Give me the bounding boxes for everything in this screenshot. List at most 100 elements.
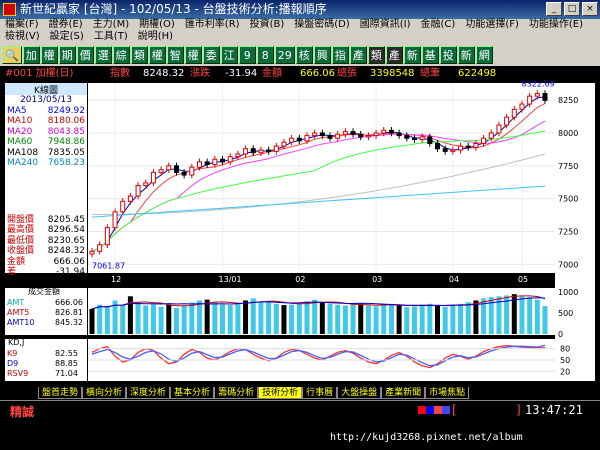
minimize-button[interactable]: _	[546, 2, 562, 16]
toolbar-button[interactable]: 產	[349, 46, 367, 64]
menu-item[interactable]: 證券(E)	[48, 19, 83, 30]
ma-value: 7658.23	[47, 158, 85, 168]
candle-body	[181, 171, 187, 176]
tab[interactable]: 基本分析	[170, 387, 215, 399]
toolbar-button[interactable]: 9	[238, 46, 256, 64]
volume-bar	[358, 303, 364, 334]
menu-item[interactable]: 功能選擇(F)	[465, 19, 519, 30]
toolbar-button[interactable]: 選	[94, 46, 112, 64]
toolbar-button[interactable]: 江	[220, 46, 238, 64]
toolbar-button[interactable]: 權	[184, 46, 202, 64]
menu-item[interactable]: 國際資訊(I)	[359, 19, 411, 30]
count-value: 622498	[458, 68, 497, 79]
toolbar-button[interactable]: 產	[385, 46, 403, 64]
tab[interactable]: 大盤操盤	[337, 387, 382, 399]
volume-bar	[450, 304, 456, 334]
tab[interactable]: 市場焦點	[425, 387, 470, 399]
toolbar-button[interactable]: 期	[58, 46, 76, 64]
menu-item[interactable]: 期權(O)	[139, 19, 175, 30]
maximize-button[interactable]: □	[564, 2, 580, 16]
toolbar-button[interactable]: 類	[130, 46, 148, 64]
toolbar-button[interactable]: 基	[421, 46, 439, 64]
toolbar-button[interactable]: 指	[331, 46, 349, 64]
toolbar-button[interactable]: 網	[475, 46, 493, 64]
candle-body	[258, 149, 264, 154]
chart-area[interactable]: 8250 8000 7750 7500 7250 7000 12 13/01 02 03 04 05 8…	[0, 81, 600, 381]
toolbar-button[interactable]: 投	[439, 46, 457, 64]
toolbar-button[interactable]: 29	[274, 46, 295, 64]
tab[interactable]: 技術分析	[258, 387, 303, 399]
clock: 13:47:21	[525, 403, 583, 417]
toolbar-button[interactable]: 委	[202, 46, 220, 64]
candle-body	[173, 165, 179, 173]
quote-value: -31.94	[55, 267, 85, 277]
tab[interactable]: 橫向分析	[82, 387, 127, 399]
toolbar-button[interactable]: 權	[148, 46, 166, 64]
tab[interactable]: 產業新聞	[381, 387, 426, 399]
menu-item[interactable]: 說明(H)	[137, 31, 174, 42]
toolbar-button[interactable]: 加	[22, 46, 40, 64]
menu-item[interactable]: 操盤密碼(D)	[294, 19, 350, 30]
toolbar-button[interactable]: 新	[457, 46, 475, 64]
ma-row: MA108 7835.05	[5, 148, 87, 159]
candle-body	[327, 135, 333, 139]
toolbar-button[interactable]: 興	[313, 46, 331, 64]
x-tick-label: 13/01	[219, 275, 242, 284]
candle-body	[473, 142, 479, 148]
candle-body	[411, 137, 417, 141]
candle-body	[481, 137, 487, 144]
candle-body	[204, 161, 210, 166]
menu-item[interactable]: 匯市利率(R)	[184, 19, 240, 30]
candle-body	[534, 93, 540, 97]
tab[interactable]: 深度分析	[126, 387, 171, 399]
x-tick-label: 03	[372, 275, 382, 284]
volume-bar	[289, 304, 295, 334]
menu-item[interactable]: 檢視(V)	[5, 31, 40, 42]
volume-label: 總張	[337, 68, 357, 79]
volume-legend-panel	[5, 288, 87, 335]
toolbar-button[interactable]: 權	[40, 46, 58, 64]
menu-item[interactable]: 投資(B)	[249, 19, 285, 30]
candle-body	[350, 131, 356, 135]
kd-legend-value: 88.85	[55, 359, 78, 368]
volume-bar	[519, 296, 525, 334]
close-button[interactable]: ×	[582, 2, 598, 16]
menu-item[interactable]: 主力(M)	[92, 19, 130, 30]
volume-legend-label: AMT10	[7, 318, 34, 327]
kd-legend-label: D9	[7, 359, 18, 368]
d-line	[91, 344, 546, 367]
menu-item[interactable]: 設定(S)	[49, 31, 84, 42]
tab[interactable]: 行事曆	[302, 387, 338, 399]
ma-row: MA240 7658.23	[5, 158, 87, 169]
toolbar-button[interactable]: 8	[256, 46, 274, 64]
amt10-line	[91, 297, 546, 310]
candle-body	[458, 145, 464, 151]
menu-item[interactable]: 金融(C)	[420, 19, 456, 30]
volume-bar	[527, 297, 533, 334]
volume-bar	[496, 296, 502, 334]
candle-body	[435, 142, 441, 150]
volume-bar	[404, 307, 410, 334]
toolbar-button[interactable]: 綜	[112, 46, 130, 64]
toolbar-button[interactable]: 價	[76, 46, 94, 64]
menu-item[interactable]: 功能操作(E)	[528, 19, 584, 30]
volume-legend-value: 845.32	[55, 318, 83, 327]
menu-item[interactable]: 工具(T)	[93, 31, 128, 42]
toolbar-button[interactable]: 核	[295, 46, 313, 64]
menu-item[interactable]: 檔案(F)	[5, 19, 39, 30]
tab[interactable]: 盤首走勢	[38, 387, 83, 399]
toolbar-button[interactable]: 類	[367, 46, 385, 64]
toolbar-button[interactable]: 新	[403, 46, 421, 64]
volume-bar	[158, 306, 164, 334]
candle-body	[442, 148, 448, 152]
candle-body	[143, 182, 149, 187]
candle-body	[519, 103, 525, 110]
volume-bar	[196, 300, 202, 334]
tab[interactable]: 籌碼分析	[214, 387, 259, 399]
toolbar-button[interactable]: 智	[166, 46, 184, 64]
search-icon[interactable]: 🔍	[2, 46, 22, 64]
kd-legend-value: 71.04	[55, 369, 78, 378]
candle-body	[312, 132, 318, 137]
candle-body	[281, 141, 287, 147]
candle-body	[450, 149, 456, 152]
